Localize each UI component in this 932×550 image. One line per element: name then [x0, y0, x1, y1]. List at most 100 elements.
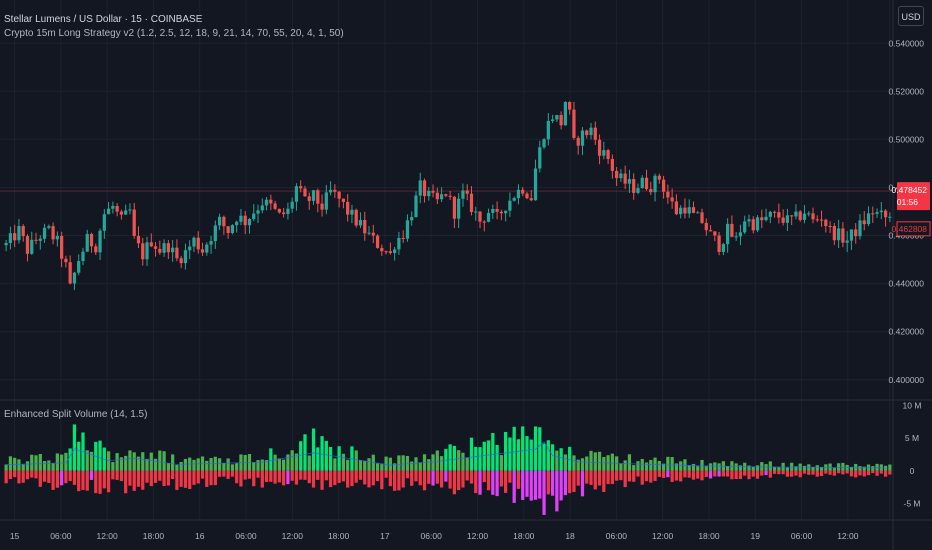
candle: [486, 208, 491, 223]
candle: [807, 211, 811, 217]
candle: [354, 208, 358, 228]
candle-body: [158, 248, 162, 253]
volume-sell-bar: [106, 470, 111, 493]
volume-sell-bar: [888, 470, 892, 475]
candle-body: [94, 246, 98, 253]
candle-body: [282, 212, 286, 215]
volume-buy-bar: [358, 460, 363, 471]
time-axis-label: 06:00: [791, 531, 813, 541]
volume-buy-bar: [124, 455, 128, 471]
volume-sell-bar: [879, 470, 883, 474]
volume-sell-bar: [871, 470, 875, 474]
candle-body: [777, 212, 781, 218]
volume-sell-bar: [866, 470, 871, 476]
candle: [828, 221, 832, 233]
time-axis-label: 19: [751, 531, 761, 541]
volume-sell-bar: [115, 470, 119, 480]
candle-body: [768, 211, 772, 217]
candle-body: [811, 213, 815, 220]
volume-average-line: [6, 441, 886, 469]
volume-buy-bar: [427, 459, 431, 471]
candle: [657, 173, 661, 184]
volume-sell-bar: [883, 470, 888, 477]
candle: [42, 223, 47, 243]
volume-buy-bar: [661, 463, 666, 471]
currency-button[interactable]: USD: [898, 6, 924, 26]
volume-buy-bar: [738, 465, 743, 471]
volume-buy-bar: [713, 462, 717, 471]
candle: [832, 223, 836, 246]
candle: [824, 218, 828, 233]
candle-body: [606, 150, 610, 159]
candle: [623, 165, 627, 190]
candle: [871, 206, 875, 223]
volume-buy-bar: [384, 456, 388, 471]
volume-sell-bar: [320, 470, 324, 490]
volume-buy-bar: [337, 446, 341, 471]
candle-body: [410, 217, 414, 221]
volume-buy-bar: [482, 441, 486, 471]
candle: [388, 242, 392, 255]
candle: [38, 235, 42, 250]
candle: [367, 225, 371, 236]
volume-sell-bar: [841, 470, 845, 475]
candle: [72, 271, 77, 291]
candle: [243, 211, 247, 235]
candle: [538, 140, 542, 173]
candle-body: [815, 219, 819, 221]
candle-body: [171, 247, 175, 253]
candle: [555, 114, 559, 123]
candle: [529, 190, 533, 202]
candle-body: [632, 179, 636, 193]
volume-buy-bar: [98, 440, 102, 471]
candle-body: [328, 189, 333, 193]
candle-body: [841, 228, 845, 243]
candle-body: [427, 190, 431, 197]
candle-body: [17, 226, 21, 241]
volume-buy-bar: [858, 466, 862, 471]
candle-body: [636, 188, 640, 193]
price-axis-label: 0.520000: [889, 86, 925, 96]
candle: [794, 204, 798, 220]
candle: [580, 127, 585, 155]
candle: [661, 175, 666, 199]
candle: [576, 135, 580, 155]
time-axis-label: 06:00: [50, 531, 72, 541]
candle-body: [666, 191, 670, 198]
candle-body: [495, 208, 499, 212]
candle-body: [64, 258, 68, 263]
candle: [239, 208, 243, 226]
volume-sell-bar: [785, 470, 790, 477]
candle: [273, 200, 277, 211]
volume-sell-bar: [781, 470, 785, 475]
candle: [738, 224, 743, 246]
volume-sell-bar: [542, 470, 546, 515]
volume-buy-bar: [85, 450, 89, 471]
volume-sell-bar: [764, 470, 768, 475]
candle-body: [213, 225, 217, 242]
volume-buy-bar: [550, 444, 555, 471]
volume-buy-bar: [179, 461, 183, 471]
volume-sell-bar: [743, 470, 747, 476]
candle-body: [871, 213, 875, 215]
volume-sell-bar: [837, 470, 841, 474]
lower-price-value: 0.462808: [892, 224, 928, 234]
candle: [68, 255, 72, 285]
candle: [457, 193, 461, 229]
volume-buy-bar: [175, 464, 179, 471]
volume-sell-bar: [269, 470, 273, 482]
candle-body: [401, 237, 405, 239]
candle: [452, 195, 457, 229]
candle: [115, 203, 119, 217]
volume-buy-bar: [439, 456, 444, 471]
candle: [47, 224, 51, 230]
candle-body: [128, 209, 132, 211]
volume-sell-bar: [30, 470, 34, 478]
time-axis-label: 18:00: [328, 531, 350, 541]
candle-body: [738, 232, 743, 237]
candle-body: [726, 223, 730, 245]
volume-buy-bar: [47, 460, 51, 471]
volume-buy-bar: [465, 457, 469, 471]
volume-buy-bar: [546, 440, 550, 471]
volume-sell-bar: [213, 470, 217, 486]
